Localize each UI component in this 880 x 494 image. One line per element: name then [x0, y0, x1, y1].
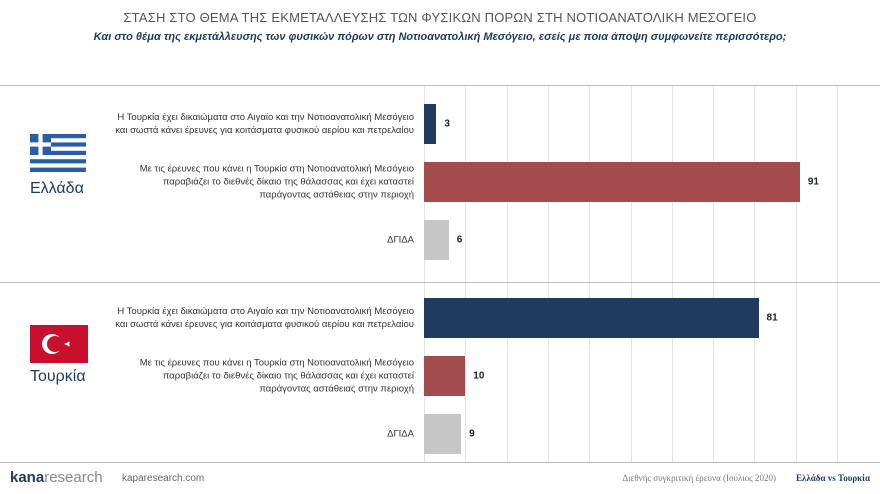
separator [0, 282, 880, 283]
grid-line [630, 85, 632, 462]
grid-line [671, 85, 673, 462]
panel-name: Ελλάδα [30, 180, 84, 197]
value-label: 91 [807, 176, 819, 188]
brand-sub: research [44, 469, 103, 486]
category-label: Με τις έρευνες που κάνει η Τουρκία στη Ν… [139, 163, 414, 201]
separator [0, 85, 880, 86]
website: kaparesearch.com [122, 473, 205, 484]
category-label: Η Τουρκία έχει δικαιώματα στο Αιγαίο και… [115, 306, 414, 330]
value-label: 6 [456, 234, 463, 246]
turkish-flag [30, 325, 88, 363]
category-label: Η Τουρκία έχει δικαιώματα στο Αιγαίο και… [115, 112, 414, 136]
brand: kanaresearch [10, 469, 103, 486]
grid-line [795, 85, 797, 462]
value-label: 10 [473, 370, 485, 382]
grid-line [424, 85, 425, 462]
bar [424, 298, 759, 338]
separator [0, 462, 880, 463]
grid-line [506, 85, 508, 462]
bar [424, 162, 800, 202]
value-label: 9 [469, 428, 475, 440]
category-label: ΔΓΙΔΑ [387, 428, 414, 440]
source: Διεθνής συγκριτική έρευνα (Ιούλιος 2020) [622, 473, 776, 483]
grid-line [589, 85, 591, 462]
grid-line [754, 85, 756, 462]
bar [424, 104, 437, 144]
category-label: Με τις έρευνες που κάνει η Τουρκία στη Ν… [139, 357, 414, 395]
greek-flag [30, 134, 86, 172]
value-label: 81 [766, 312, 778, 324]
value-label: 3 [444, 118, 450, 130]
grid-line [465, 85, 467, 462]
bar [424, 220, 449, 260]
panel-name: Τουρκία [30, 368, 86, 385]
category-label: ΔΓΙΔΑ [387, 234, 414, 246]
bar [424, 414, 462, 454]
grid-line [547, 85, 549, 462]
chart-title: ΣΤΑΣΗ ΣΤΟ ΘΕΜΑ ΤΗΣ ΕΚΜΕΤΑΛΛΕΥΣΗΣ ΤΩΝ ΦΥΣ… [123, 10, 757, 25]
brand-main: kana [10, 469, 45, 486]
grid-line [837, 85, 838, 462]
footer-tag: Ελλάδα vs Τουρκία [795, 473, 870, 483]
chart-subtitle: Και στο θέμα της εκμετάλλευσης των φυσικ… [93, 31, 787, 43]
grid-line [713, 85, 715, 462]
bar [424, 356, 466, 396]
